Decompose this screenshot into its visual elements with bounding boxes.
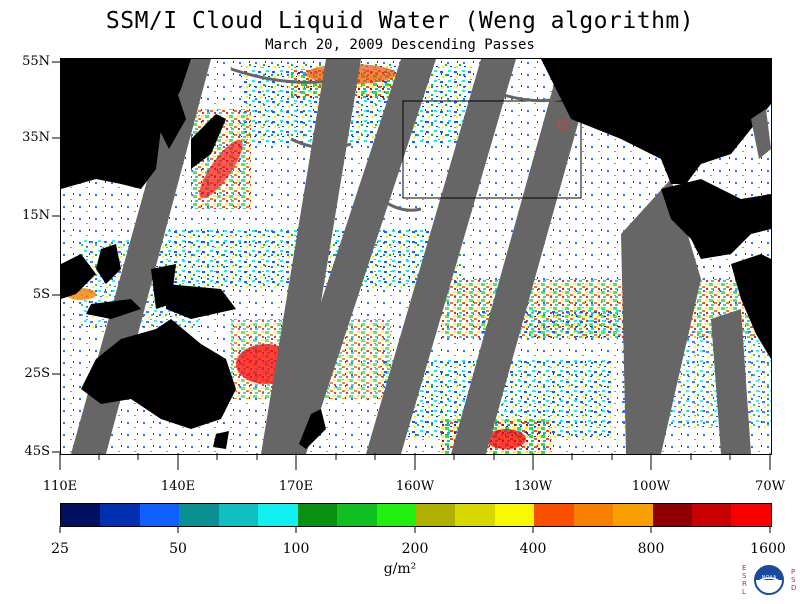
colorbar-segment-8 xyxy=(376,504,416,526)
lat-label-55n: 55N xyxy=(22,54,50,69)
colorbar-segment-0 xyxy=(61,504,101,526)
swath-gap xyxy=(621,179,701,454)
colorbar-label-25: 25 xyxy=(51,541,69,557)
lon-label-140e: 140E xyxy=(160,479,196,494)
colorbar-segment-2 xyxy=(139,504,180,526)
central-america-land xyxy=(661,179,771,259)
map-subtitle: March 20, 2009 Descending Passes xyxy=(265,37,535,53)
logo-letter: E xyxy=(742,564,747,572)
colorbar-segment-16 xyxy=(692,504,732,526)
logo-letter: R xyxy=(742,580,747,588)
map-title: SSM/I Cloud Liquid Water (Weng algorithm… xyxy=(105,8,695,34)
colorbar-label-100: 100 xyxy=(282,541,310,557)
south-america-land xyxy=(731,254,771,359)
japan-land xyxy=(191,114,226,169)
lon-label-100w: 100W xyxy=(631,479,671,494)
colorbar-segment-1 xyxy=(100,504,140,526)
colorbar-segment-13 xyxy=(573,504,614,526)
colorbar-segment-15 xyxy=(652,504,692,526)
lat-label-35n: 35N xyxy=(22,130,50,145)
colorbar-label-50: 50 xyxy=(169,541,187,557)
colorbar-segment-9 xyxy=(415,504,456,526)
lat-label-5s: 5S xyxy=(32,287,50,302)
colorbar-unit: g/m² xyxy=(383,561,417,577)
lon-label-160w: 160W xyxy=(395,479,435,494)
logo-letter: P xyxy=(791,568,796,576)
asia-land xyxy=(61,59,191,189)
colorbar-label-1600: 1600 xyxy=(750,541,786,557)
colorbar-segment-7 xyxy=(337,504,377,526)
noaa-logo-icon: NOAA xyxy=(754,565,784,595)
logo-letter: L xyxy=(742,588,746,596)
map-panel xyxy=(60,58,772,455)
logo-letter: S xyxy=(791,576,796,584)
colorbar-segment-4 xyxy=(218,504,259,526)
logo-center-text: NOAA xyxy=(762,575,777,581)
swath-gap xyxy=(271,59,436,454)
colorbar-label-200: 200 xyxy=(401,541,429,557)
swath-gap xyxy=(261,59,361,454)
colorbar-segment-12 xyxy=(534,504,574,526)
lat-label-15n: 15N xyxy=(22,208,50,223)
swath-gap xyxy=(451,59,596,454)
lon-label-110e: 110E xyxy=(42,479,78,494)
lon-label-130w: 130W xyxy=(513,479,553,494)
map-canvas xyxy=(61,59,771,454)
color-bar xyxy=(60,503,772,527)
colorbar-segment-5 xyxy=(258,504,298,526)
point-marker xyxy=(558,120,567,129)
australia-land xyxy=(81,319,236,429)
colorbar-label-800: 800 xyxy=(637,541,665,557)
lon-label-170e: 170E xyxy=(278,479,314,494)
colorbar-label-400: 400 xyxy=(519,541,547,557)
swath-gap xyxy=(366,59,516,454)
new-zealand-land xyxy=(299,409,326,449)
colorbar-segment-3 xyxy=(179,504,219,526)
new-guinea-land xyxy=(166,284,236,319)
lat-label-25s: 25S xyxy=(24,366,50,381)
colorbar-segment-6 xyxy=(297,504,338,526)
logo-letter: S xyxy=(742,572,747,580)
lon-label-70w: 70W xyxy=(755,479,785,494)
lat-label-45s: 45S xyxy=(24,444,50,459)
colorbar-segment-10 xyxy=(455,504,495,526)
colorbar-segment-11 xyxy=(494,504,535,526)
colorbar-segment-17 xyxy=(731,504,771,526)
north-america-land xyxy=(541,59,771,184)
region-box xyxy=(402,100,582,199)
swath-gap xyxy=(711,309,751,454)
noaa-esrl-logo: NOAA E S R L P S D xyxy=(740,560,798,600)
colorbar-segment-14 xyxy=(613,504,653,526)
logo-letter: D xyxy=(791,584,797,592)
